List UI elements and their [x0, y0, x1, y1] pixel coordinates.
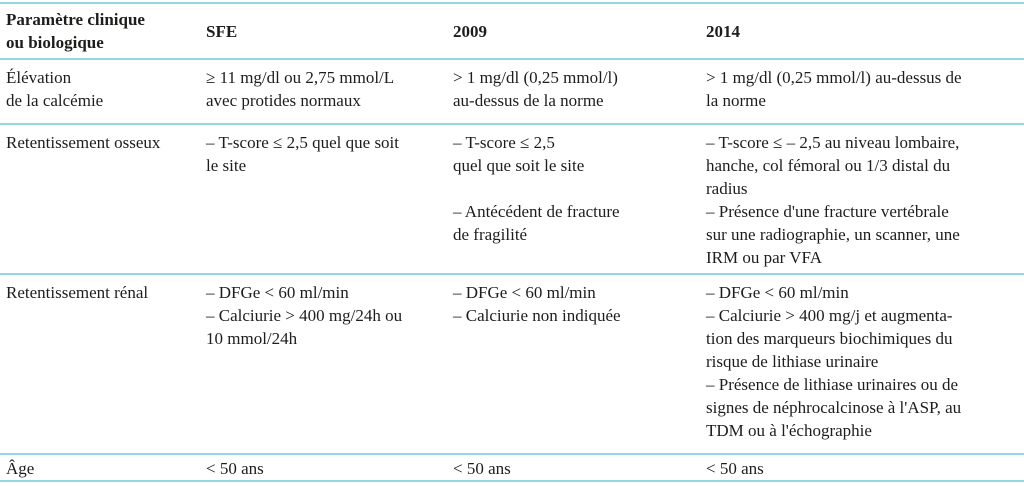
cell-age-2014: < 50 ans [706, 459, 764, 478]
row-label-calcemie: Élévation de la calcémie [6, 68, 104, 110]
cell-renal-sfe: – DFGe < 60 ml/min – Calciurie > 400 mg/… [206, 283, 403, 348]
col-header-2014: 2014 [706, 21, 740, 41]
row-label-renal: Retentissement rénal [6, 283, 149, 302]
cell-calcemie-sfe: ≥ 11 mg/dl ou 2,75 mmol/L avec protides … [206, 68, 395, 110]
cell-age-2009: < 50 ans [453, 459, 511, 478]
table-header-row: Paramètre clinique ou biologique SFE 200… [0, 3, 1024, 59]
table-row-calcemie: Élévation de la calcémie ≥ 11 mg/dl ou 2… [0, 59, 1024, 124]
cell-renal-2009: – DFGe < 60 ml/min – Calciurie non indiq… [453, 283, 621, 325]
cell-osseux-2009: – T-score ≤ 2,5 quel que soit le site – … [453, 133, 620, 244]
cell-renal-2014: – DFGe < 60 ml/min – Calciurie > 400 mg/… [706, 283, 962, 440]
col-header-parametre: Paramètre clinique ou biologique [6, 10, 145, 52]
table-row-osseux: Retentissement osseux – T-score ≤ 2,5 qu… [0, 124, 1024, 274]
cell-osseux-2014: – T-score ≤ – 2,5 au niveau lombaire, ha… [706, 133, 960, 267]
col-header-2009: 2009 [453, 21, 487, 41]
table-row-age: Âge < 50 ans < 50 ans < 50 ans [0, 454, 1024, 481]
cell-calcemie-2009: > 1 mg/dl (0,25 mmol/l) au-dessus de la … [453, 68, 618, 110]
col-header-sfe: SFE [206, 21, 238, 41]
table-row-renal: Retentissement rénal – DFGe < 60 ml/min … [0, 274, 1024, 454]
cell-osseux-sfe: – T-score ≤ 2,5 quel que soit le site [206, 133, 400, 175]
cell-age-sfe: < 50 ans [206, 459, 264, 478]
row-label-osseux: Retentissement osseux [6, 133, 161, 152]
row-label-age: Âge [6, 459, 35, 478]
cell-calcemie-2014: > 1 mg/dl (0,25 mmol/l) au-dessus de la … [706, 68, 962, 110]
